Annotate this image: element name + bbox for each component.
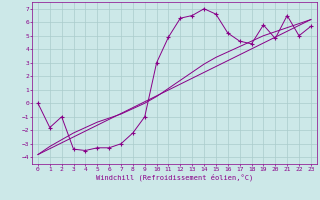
X-axis label: Windchill (Refroidissement éolien,°C): Windchill (Refroidissement éolien,°C) bbox=[96, 173, 253, 181]
